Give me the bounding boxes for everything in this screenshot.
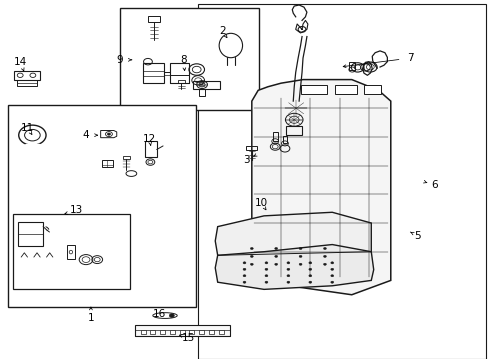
Bar	[189, 330, 194, 334]
Circle shape	[330, 281, 333, 283]
Bar	[150, 330, 155, 334]
Bar	[143, 63, 163, 83]
Bar	[198, 4, 485, 359]
Bar	[272, 132, 277, 141]
Text: 12: 12	[142, 134, 156, 144]
Circle shape	[243, 275, 245, 277]
Circle shape	[330, 275, 333, 277]
Bar	[13, 214, 130, 289]
Circle shape	[286, 268, 289, 270]
Bar	[120, 8, 259, 110]
Circle shape	[323, 255, 326, 257]
Circle shape	[264, 262, 267, 264]
Text: 5: 5	[413, 231, 420, 240]
Bar	[66, 245, 75, 259]
Circle shape	[264, 268, 267, 270]
Bar	[199, 330, 203, 334]
Bar	[160, 330, 164, 334]
Bar	[193, 81, 220, 89]
Text: 14: 14	[14, 57, 27, 67]
Bar	[363, 85, 380, 94]
Polygon shape	[215, 212, 370, 268]
Circle shape	[308, 268, 311, 270]
Text: 7: 7	[406, 53, 413, 63]
Bar	[102, 159, 113, 167]
Text: 11: 11	[21, 123, 34, 133]
Text: 3: 3	[243, 155, 250, 165]
Circle shape	[274, 263, 277, 265]
Polygon shape	[215, 244, 373, 289]
Circle shape	[299, 255, 302, 257]
Circle shape	[274, 247, 277, 249]
Circle shape	[286, 275, 289, 277]
Bar	[144, 140, 157, 157]
Circle shape	[264, 275, 267, 277]
Bar	[286, 113, 306, 126]
Bar	[246, 146, 257, 149]
Bar	[18, 222, 43, 246]
Bar	[148, 16, 160, 22]
Bar	[14, 71, 40, 80]
Circle shape	[330, 268, 333, 270]
Circle shape	[330, 262, 333, 264]
Bar	[122, 156, 130, 159]
Text: 13: 13	[69, 206, 83, 216]
Circle shape	[264, 281, 267, 283]
Bar	[199, 89, 204, 96]
Circle shape	[308, 281, 311, 283]
Circle shape	[107, 133, 110, 135]
Circle shape	[250, 255, 253, 257]
Bar	[218, 330, 223, 334]
Bar	[177, 80, 184, 83]
Bar	[135, 330, 229, 336]
Bar	[8, 105, 195, 307]
Bar	[348, 62, 354, 69]
Text: 10: 10	[254, 198, 267, 208]
Circle shape	[323, 263, 326, 265]
Circle shape	[299, 263, 302, 265]
Circle shape	[169, 314, 174, 318]
Circle shape	[299, 247, 302, 249]
Polygon shape	[251, 80, 390, 295]
Circle shape	[243, 268, 245, 270]
Text: 2: 2	[219, 26, 225, 36]
Bar	[179, 330, 184, 334]
Circle shape	[286, 281, 289, 283]
Text: 15: 15	[182, 333, 195, 343]
Text: 9: 9	[117, 55, 123, 65]
Text: 6: 6	[430, 180, 437, 190]
Text: 4: 4	[82, 130, 89, 140]
Bar	[135, 324, 229, 336]
Bar	[285, 126, 301, 135]
Polygon shape	[101, 131, 117, 138]
Circle shape	[286, 262, 289, 264]
Circle shape	[323, 247, 326, 249]
Text: 8: 8	[180, 55, 186, 65]
Circle shape	[243, 281, 245, 283]
Ellipse shape	[153, 313, 177, 319]
Bar	[334, 85, 356, 94]
Text: 1: 1	[87, 313, 94, 323]
Bar	[170, 75, 188, 83]
Bar	[208, 330, 213, 334]
Bar	[170, 63, 188, 83]
Bar	[17, 80, 37, 86]
Bar	[169, 330, 174, 334]
Text: 16: 16	[152, 310, 165, 319]
Circle shape	[308, 275, 311, 277]
Bar	[282, 135, 287, 143]
Circle shape	[250, 247, 253, 249]
Bar	[300, 85, 327, 94]
Circle shape	[274, 255, 277, 257]
Circle shape	[250, 263, 253, 265]
Circle shape	[308, 262, 311, 264]
Circle shape	[243, 262, 245, 264]
Bar	[141, 330, 145, 334]
